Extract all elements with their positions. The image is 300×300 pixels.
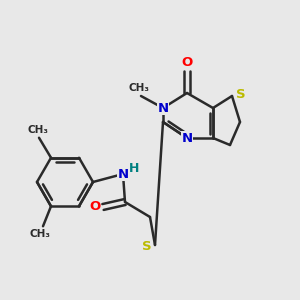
- Text: N: N: [117, 167, 129, 181]
- Text: N: N: [182, 131, 193, 145]
- Text: S: S: [236, 88, 246, 100]
- Text: CH₃: CH₃: [128, 83, 149, 93]
- Text: S: S: [142, 241, 152, 254]
- Text: O: O: [182, 56, 193, 70]
- Text: O: O: [89, 200, 100, 214]
- Text: N: N: [158, 101, 169, 115]
- Text: CH₃: CH₃: [28, 125, 49, 135]
- Text: CH₃: CH₃: [29, 229, 50, 239]
- Text: H: H: [129, 163, 139, 176]
